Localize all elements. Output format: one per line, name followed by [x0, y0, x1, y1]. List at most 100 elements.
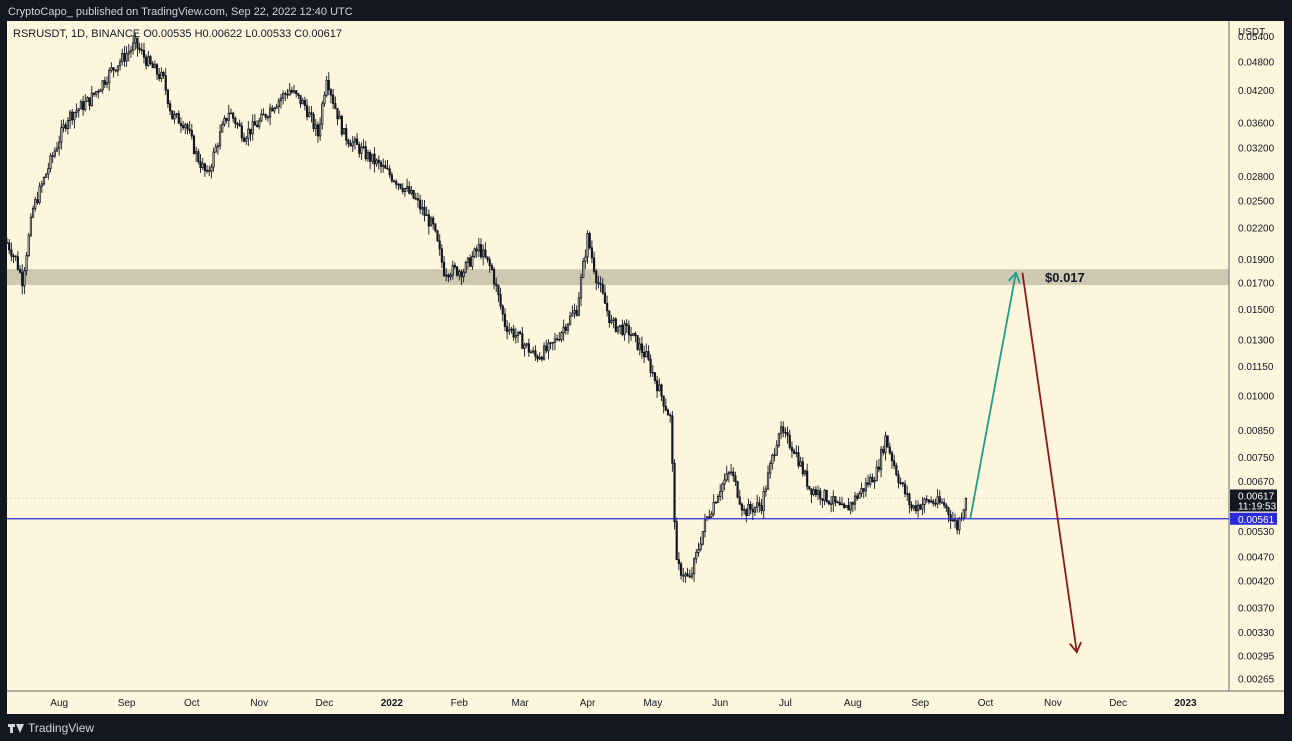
candle-down [597, 282, 600, 284]
candle-up [623, 323, 626, 336]
chart-frame[interactable]: $0.017 RSRUSDT, 1D, BINANCE O0.00535 H0.… [5, 21, 1284, 714]
candle-up [869, 476, 872, 485]
candle-down [51, 155, 54, 157]
candle-down [793, 450, 796, 454]
candle-down [575, 310, 578, 316]
candle-down [614, 318, 617, 332]
candle-down [286, 93, 289, 96]
candle-down [895, 465, 898, 476]
y-tick-label: 0.02800 [1238, 172, 1275, 183]
candle-up [840, 503, 844, 506]
y-tick-label: 0.00470 [1238, 552, 1275, 563]
candle-up [795, 452, 798, 454]
candle-up [577, 297, 580, 316]
candle-up [321, 103, 324, 125]
candle-up [353, 138, 357, 143]
candle-down [427, 214, 430, 227]
candle-down [234, 117, 237, 125]
candle-down [112, 67, 115, 71]
candle-up [549, 342, 552, 344]
candle-down [64, 124, 67, 129]
candle-down [188, 128, 191, 131]
candle-up [525, 343, 528, 346]
candle-down [601, 284, 604, 294]
candle-down [642, 351, 646, 358]
candle-up [693, 558, 696, 575]
candle-up [812, 489, 815, 496]
candle-up [86, 97, 89, 102]
candle-down [595, 270, 598, 283]
candle-up [47, 168, 50, 175]
candle-down [786, 432, 789, 436]
support-price-tag [1230, 512, 1277, 525]
candle-up [79, 101, 83, 110]
candle-down [395, 181, 398, 185]
candle-down [877, 466, 881, 470]
candle-up [84, 101, 87, 111]
candle-down [197, 151, 200, 163]
candle-down [419, 199, 422, 210]
candle-up [864, 482, 867, 492]
candle-up [551, 341, 554, 344]
candlestick-chart[interactable]: $0.017 RSRUSDT, 1D, BINANCE O0.00535 H0.… [5, 21, 1284, 714]
candle-up [40, 183, 43, 187]
candle-down [897, 474, 900, 484]
candle-up [184, 124, 187, 129]
candle-down [862, 488, 865, 492]
candle-down [938, 496, 941, 503]
candle-down [660, 384, 663, 397]
y-tick-label: 0.02500 [1238, 196, 1275, 207]
symbol-ohlc-legend: RSRUSDT, 1D, BINANCE O0.00535 H0.00622 L… [13, 28, 342, 40]
candle-down [168, 103, 172, 112]
candle-up [586, 232, 589, 258]
y-tick-label: 0.00265 [1238, 675, 1275, 686]
candle-down [521, 333, 524, 349]
candle-up [701, 531, 704, 545]
candle-up [12, 255, 15, 258]
candle-up [619, 324, 622, 328]
candle-up [55, 147, 59, 152]
candle-up [712, 501, 715, 515]
candle-down [592, 257, 596, 272]
candle-up [221, 124, 224, 133]
candle-up [690, 573, 694, 578]
brand-footer[interactable]: TradingView [8, 719, 94, 737]
candle-down [751, 508, 754, 513]
candle-down [688, 575, 691, 578]
candle-up [260, 113, 263, 122]
candle-up [616, 326, 620, 332]
candle-down [453, 264, 457, 268]
candle-up [429, 217, 433, 227]
candle-up [38, 185, 41, 203]
y-tick-label: 0.01500 [1238, 305, 1275, 316]
candle-up [658, 384, 661, 392]
candle-down [497, 285, 500, 296]
candle-up [382, 165, 385, 167]
candle-down [512, 328, 515, 338]
candle-up [532, 350, 535, 353]
candle-down [199, 161, 202, 168]
y-tick-label: 0.00330 [1238, 628, 1275, 639]
candle-up [466, 257, 470, 263]
candle-up [108, 69, 111, 84]
candle-down [664, 405, 667, 411]
candle-down [932, 500, 935, 504]
x-tick-label: Mar [512, 698, 530, 709]
candle-up [766, 472, 770, 490]
candle-up [31, 208, 35, 218]
candle-up [99, 89, 102, 93]
candle-down [871, 476, 874, 483]
candle-down [495, 283, 498, 286]
candle-up [277, 100, 280, 108]
candle-up [351, 141, 354, 147]
candle-up [823, 489, 826, 501]
candle-down [138, 47, 141, 51]
candle-down [590, 247, 594, 259]
candle-down [295, 90, 298, 95]
candle-down [947, 507, 950, 516]
candle-up [132, 42, 135, 51]
candle-up [362, 146, 365, 148]
candle-up [23, 270, 26, 287]
candle-down [653, 372, 657, 382]
candle-down [501, 305, 504, 315]
